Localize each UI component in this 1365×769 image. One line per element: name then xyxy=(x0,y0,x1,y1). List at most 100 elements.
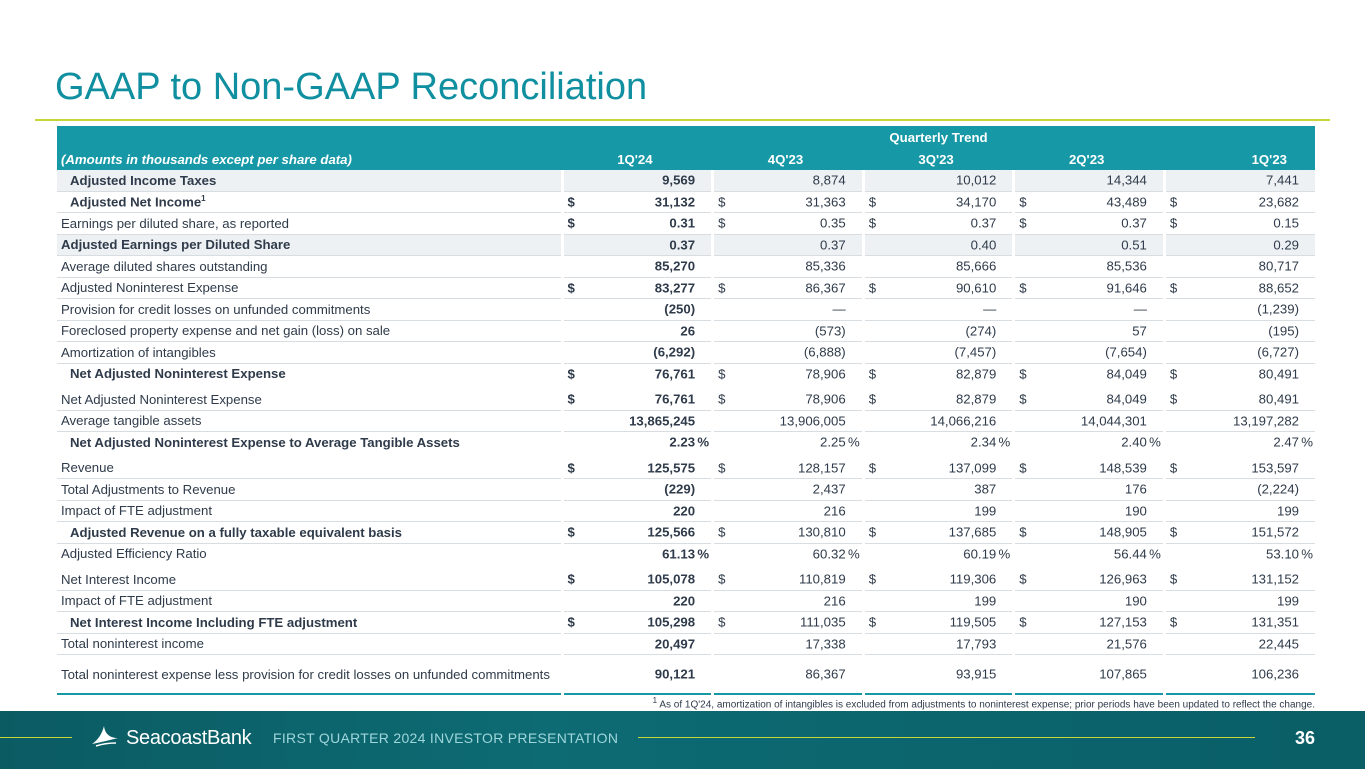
dollar-sign: $ xyxy=(1019,524,1027,540)
cell-value: $82,879 xyxy=(861,362,1014,387)
dollar-sign: $ xyxy=(1169,280,1178,296)
value-text: 7,441 xyxy=(1265,172,1299,188)
value-text: 0.37 xyxy=(970,215,997,231)
cell-value: $131,152 xyxy=(1162,564,1315,591)
value-text: — xyxy=(832,301,846,317)
cell-value: (2,224) xyxy=(1162,478,1315,501)
cell-value: $131,351 xyxy=(1162,611,1315,634)
dollar-sign: $ xyxy=(718,571,726,587)
cell-value: $31,132 xyxy=(560,190,713,213)
cell-value: 14,044,301 xyxy=(1012,410,1165,432)
value-text: 199 xyxy=(974,503,997,519)
value-text: 105,298 xyxy=(647,614,696,630)
dollar-sign: $ xyxy=(718,366,726,382)
table-row: Amortization of intangibles (6,292) (6,888… xyxy=(57,341,1315,364)
value-text: 22,445 xyxy=(1258,636,1299,652)
cell-value: $80,491 xyxy=(1162,362,1315,387)
row-label-text: Adjusted Efficiency Ratio xyxy=(61,546,207,562)
cell-value: — xyxy=(861,298,1014,321)
cell-value: $137,685 xyxy=(861,521,1014,544)
cell-value: 13,906,005 xyxy=(711,410,864,432)
cell-value: 176 xyxy=(1012,478,1165,501)
value-text: 220 xyxy=(673,593,696,609)
cell-value: (1,239) xyxy=(1162,298,1315,321)
logo-text: SeacoastBank xyxy=(126,726,252,749)
value-text: (573) xyxy=(814,323,846,339)
row-label: Average diluted shares outstanding xyxy=(57,255,562,278)
cell-value: $88,652 xyxy=(1162,277,1315,299)
value-text: 26 xyxy=(680,323,696,339)
cell-value: 13,865,245 xyxy=(560,410,713,432)
row-label: Net Interest Income xyxy=(57,564,562,591)
row-label: Earnings per diluted share, as reported xyxy=(57,212,562,235)
seacoast-logo: SeacoastBank xyxy=(90,723,252,753)
value-text: 31,132 xyxy=(654,194,696,210)
cell-value: 220 xyxy=(560,590,713,612)
cell-value: 199 xyxy=(861,500,1014,522)
column-header-1q23: 1Q'23 xyxy=(1164,148,1315,170)
row-label-text: Adjusted Noninterest Expense xyxy=(61,280,239,296)
cell-value: 0.29 xyxy=(1162,234,1315,256)
dollar-sign: $ xyxy=(1019,215,1027,231)
table-row: Net Adjusted Noninterest Expense $76,761 $… xyxy=(57,362,1315,387)
cell-value: (6,292) xyxy=(560,341,713,364)
value-text: 14,066,216 xyxy=(930,413,997,429)
value-text: 176 xyxy=(1124,481,1147,497)
dollar-sign: $ xyxy=(1019,460,1027,476)
value-text: 60.19 xyxy=(963,546,997,562)
cell-value: $78,906 xyxy=(711,384,864,411)
cell-value: $111,035 xyxy=(711,611,864,634)
value-text: 78,906 xyxy=(805,366,846,382)
value-text: 107,865 xyxy=(1099,666,1147,682)
cell-value: $153,597 xyxy=(1162,452,1315,479)
footer-rule-right xyxy=(638,737,1255,738)
value-text: (229) xyxy=(664,481,696,497)
value-text: 190 xyxy=(1124,503,1147,519)
row-label: Net Adjusted Noninterest Expense xyxy=(57,384,562,411)
dollar-sign: $ xyxy=(567,391,575,407)
row-label-text: Impact of FTE adjustment xyxy=(61,503,212,519)
cell-value: (6,727) xyxy=(1162,341,1315,364)
value-text: 43,489 xyxy=(1106,194,1147,210)
cell-value: 21,576 xyxy=(1012,633,1165,655)
cell-value: 17,793 xyxy=(861,633,1014,655)
dollar-sign: $ xyxy=(1019,194,1027,210)
percent-sign: % xyxy=(697,546,710,562)
cell-value: $125,566 xyxy=(560,521,713,544)
cell-value: 86,367 xyxy=(711,654,864,695)
row-label-text: Total noninterest expense less provision… xyxy=(61,666,550,682)
value-text: 57 xyxy=(1132,323,1147,339)
table-row: Average tangible assets 13,865,245 13,906,… xyxy=(57,410,1315,432)
value-text: 93,915 xyxy=(955,666,997,682)
value-text: (274) xyxy=(965,323,997,339)
value-text: (2,224) xyxy=(1257,481,1299,497)
cell-value: 56.44% xyxy=(1012,543,1165,567)
cell-value: 26 xyxy=(560,320,713,342)
value-text: (7,457) xyxy=(954,344,997,360)
cell-value: 7,441 xyxy=(1162,170,1315,192)
cell-value: 80,717 xyxy=(1162,255,1315,278)
value-text: 21,576 xyxy=(1106,636,1147,652)
percent-sign: % xyxy=(998,434,1011,450)
cell-value: (6,888) xyxy=(711,341,864,364)
cell-value: 85,666 xyxy=(861,255,1014,278)
dollar-sign: $ xyxy=(718,614,726,630)
reconciliation-table: Quarterly Trend (Amounts in thousands ex… xyxy=(57,126,1315,695)
dollar-sign: $ xyxy=(567,571,575,587)
row-label: Adjusted Income Taxes xyxy=(57,170,562,192)
table-row: Foreclosed property expense and net gain… xyxy=(57,320,1315,342)
value-text: (195) xyxy=(1268,323,1299,339)
dollar-sign: $ xyxy=(1019,366,1027,382)
dollar-sign: $ xyxy=(567,366,575,382)
value-text: 31,363 xyxy=(805,194,846,210)
cell-value: $0.37 xyxy=(1012,212,1165,235)
dollar-sign: $ xyxy=(868,280,877,296)
cell-value: $78,906 xyxy=(711,362,864,387)
value-text: 199 xyxy=(1276,593,1299,609)
row-label-text: Net Adjusted Noninterest Expense xyxy=(61,391,262,407)
value-text: 2.23 xyxy=(669,434,696,450)
table-row: Adjusted Noninterest Expense $83,277 $86,3… xyxy=(57,277,1315,299)
cell-value: 190 xyxy=(1012,500,1165,522)
value-text: (1,239) xyxy=(1257,301,1299,317)
table-row: Net Adjusted Noninterest Expense $76,761 $… xyxy=(57,384,1315,411)
